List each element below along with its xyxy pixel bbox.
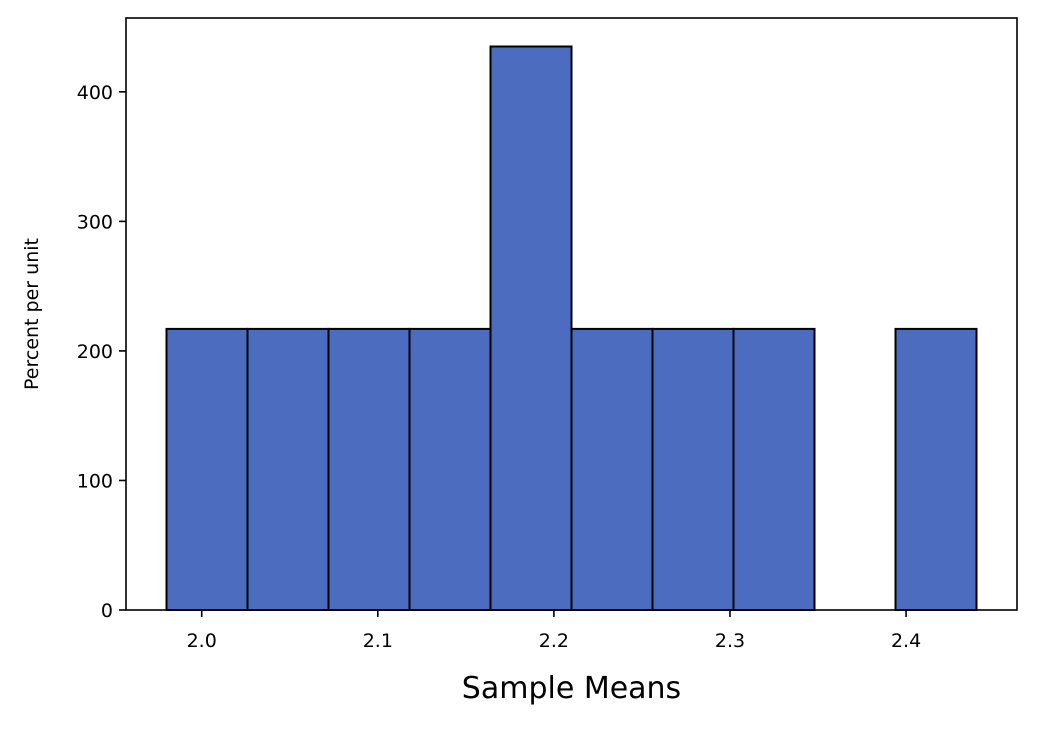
x-axis-ticks: 2.0 2.1 2.2 2.3 2.4 [187,610,921,652]
plot-frame [125,17,1018,611]
x-tick-label: 2.4 [891,630,921,652]
y-tick-label: 100 [77,470,113,492]
histogram-bar [408,327,492,611]
x-tick-label: 2.1 [363,630,393,652]
histogram-bar [489,45,573,612]
x-axis-label: Sample Means [462,671,681,706]
histogram-bar [570,327,654,611]
y-axis-label: Percent per unit [21,238,43,390]
histogram-bar [894,327,978,611]
x-tick-label: 2.2 [539,630,569,652]
x-tick-label: 2.0 [187,630,217,652]
histogram-bar [246,327,330,611]
histogram-bar [327,327,411,611]
y-tick-label: 400 [77,82,113,104]
histogram-bar [732,327,816,611]
bars-group [165,45,978,612]
y-tick-label: 200 [77,341,113,363]
y-tick-label: 300 [77,211,113,233]
y-tick-label: 0 [101,600,113,622]
histogram-bar [651,327,735,611]
histogram-bar [165,327,249,611]
x-tick-label: 2.3 [715,630,745,652]
y-axis-ticks: 0 100 200 300 400 [77,82,126,622]
